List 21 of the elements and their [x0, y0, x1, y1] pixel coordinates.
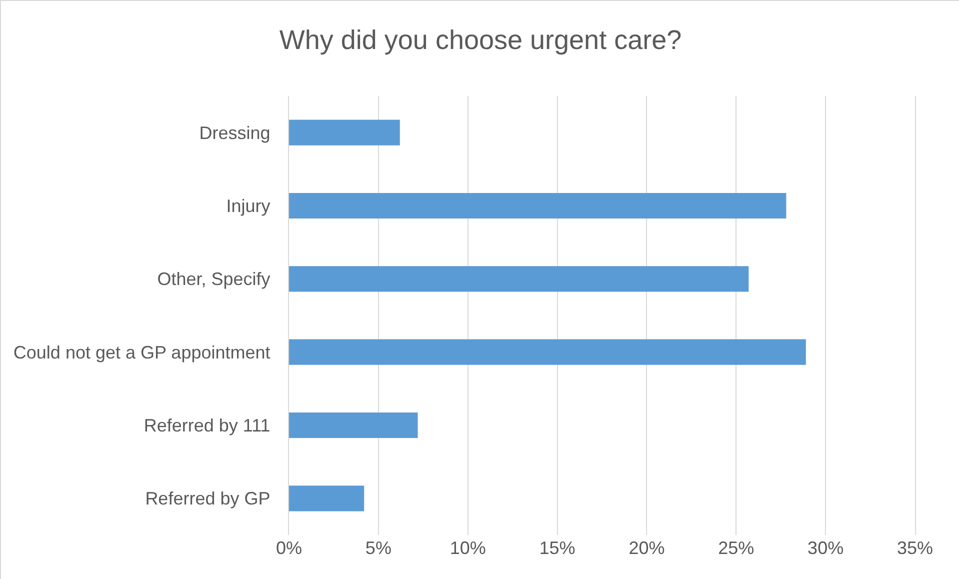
x-tick-label: 10%: [450, 538, 486, 558]
y-tick-label: Other, Specify: [157, 269, 270, 290]
chart-title: Why did you choose urgent care?: [279, 24, 682, 55]
x-tick-label: 25%: [718, 538, 754, 558]
y-tick-label: Referred by 111: [144, 416, 270, 436]
bar: [289, 486, 364, 512]
x-tick-label: 35%: [896, 538, 934, 558]
x-tick-label: 20%: [628, 538, 665, 558]
bar: [289, 192, 786, 219]
x-tick-label: 0%: [276, 538, 302, 558]
bar: [289, 266, 749, 292]
bar: [289, 120, 400, 146]
x-tick-label: 30%: [808, 538, 844, 558]
bar: [289, 412, 418, 438]
y-tick-label: Dressing: [199, 122, 270, 143]
bar: [289, 339, 806, 365]
y-tick-label: Referred by GP: [145, 488, 270, 509]
y-tick-label: Injury: [226, 196, 270, 216]
x-tick-label: 5%: [365, 538, 392, 558]
x-tick-label: 15%: [539, 538, 576, 558]
y-tick-label: Could not get a GP appointment: [13, 342, 270, 362]
